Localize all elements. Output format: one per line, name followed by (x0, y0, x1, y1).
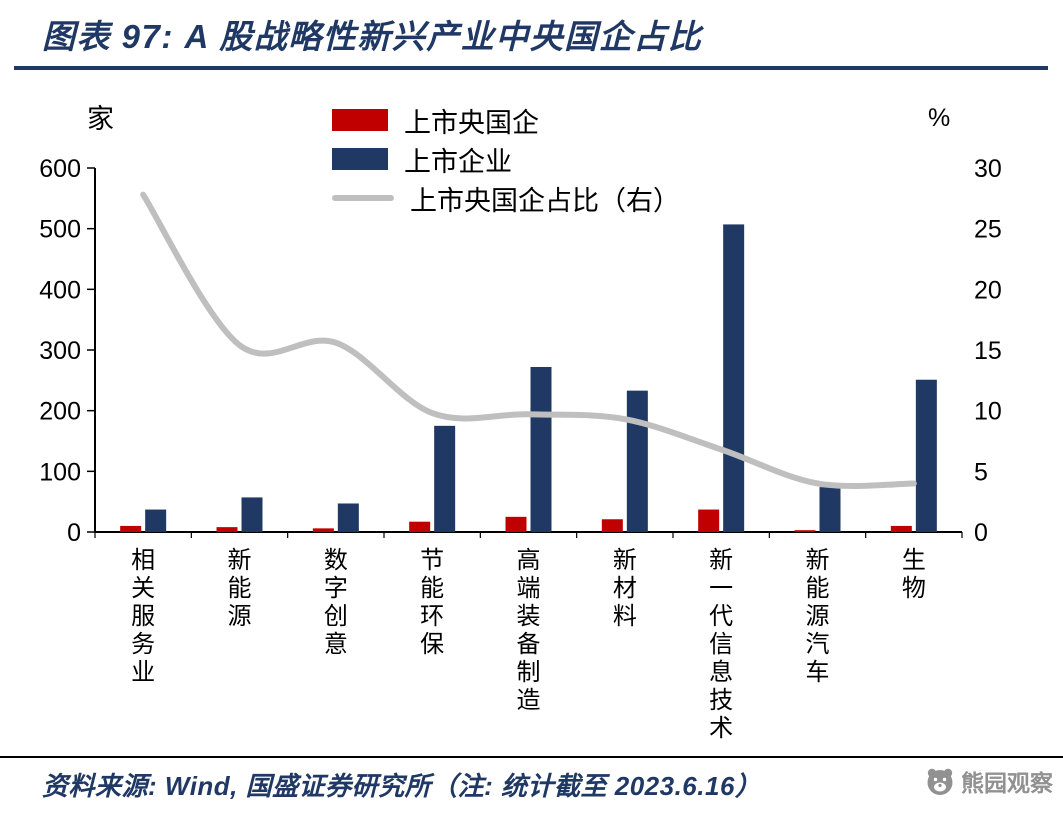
svg-text:10: 10 (974, 398, 1002, 426)
bar (434, 425, 456, 532)
bar (819, 487, 841, 532)
bar (505, 516, 527, 532)
bar (530, 366, 552, 532)
category-label: 节能环保 (420, 547, 444, 658)
footer-divider (0, 756, 1063, 758)
left-axis-unit: 家 (87, 104, 114, 134)
category-label: 新材料 (613, 547, 637, 630)
bar (145, 509, 167, 532)
legend-item-ratio: 上市央国企占比（右） (332, 182, 680, 216)
blue-bar-swatch (332, 148, 388, 170)
category-label: 新一代信息技术 (709, 547, 733, 742)
watermark-text: 熊园观察 (961, 770, 1053, 796)
svg-text:100: 100 (39, 458, 81, 486)
right-axis-unit: % (928, 104, 950, 132)
svg-text:20: 20 (974, 276, 1002, 304)
bar (698, 509, 720, 532)
legend-label-listed-companies: 上市企业 (404, 146, 512, 177)
category-label: 数字创意 (324, 547, 348, 658)
legend-item-central-soe: 上市央国企 (332, 104, 680, 138)
gray-line-swatch (332, 195, 394, 201)
category-label: 相关服务业 (131, 547, 155, 686)
category-label: 高端装备制造 (517, 547, 541, 714)
bar (626, 390, 648, 532)
legend-label-central-soe: 上市央国企 (404, 107, 539, 138)
right-axis-ticks: 0 5 10 15 20 25 30 (974, 155, 1002, 547)
svg-text:400: 400 (39, 276, 81, 304)
svg-text:0: 0 (67, 519, 81, 547)
chart-legend: 上市央国企 上市企业 上市央国企占比（右） (332, 104, 680, 216)
svg-text:200: 200 (39, 398, 81, 426)
svg-text:5: 5 (974, 458, 988, 486)
bar (120, 525, 142, 532)
category-label: 生物 (902, 547, 926, 602)
bar (890, 525, 912, 532)
svg-text:15: 15 (974, 337, 1002, 365)
watermark: 熊园观察 (921, 764, 1053, 798)
bar (409, 521, 431, 532)
bar (216, 527, 238, 532)
legend-label-ratio: 上市央国企占比（右） (410, 185, 680, 216)
bar (794, 530, 816, 532)
bar (241, 497, 263, 532)
svg-text:300: 300 (39, 337, 81, 365)
svg-text:30: 30 (974, 155, 1002, 183)
svg-text:25: 25 (974, 216, 1002, 244)
bar (601, 519, 623, 532)
title-underline (14, 66, 1048, 70)
page-title: 图表 97: A 股战略性新兴产业中央国企占比 (42, 18, 703, 55)
source-note: 资料来源: Wind, 国盛证券研究所（注: 统计截至 2023.6.16） (42, 771, 762, 801)
bar (915, 379, 937, 532)
left-axis-ticks: 0 100 200 300 400 500 600 (39, 155, 95, 547)
bar (337, 503, 359, 532)
svg-text:600: 600 (39, 155, 81, 183)
red-bar-swatch (332, 109, 388, 131)
legend-item-listed-companies: 上市企业 (332, 143, 680, 177)
ratio-line (140, 191, 917, 489)
svg-text:500: 500 (39, 216, 81, 244)
bear-logo-icon (925, 766, 955, 796)
category-label: 新能源 (228, 547, 252, 630)
category-labels: 相关服务业 新能源 数字创意 节能环保 高端装备制造 新材料 新一代信息技术 新能源汽车 生物 (131, 547, 926, 742)
category-label: 新能源汽车 (806, 547, 830, 686)
bar (312, 528, 334, 532)
svg-text:0: 0 (974, 519, 988, 547)
red-bars (120, 509, 912, 532)
bar (723, 224, 745, 533)
